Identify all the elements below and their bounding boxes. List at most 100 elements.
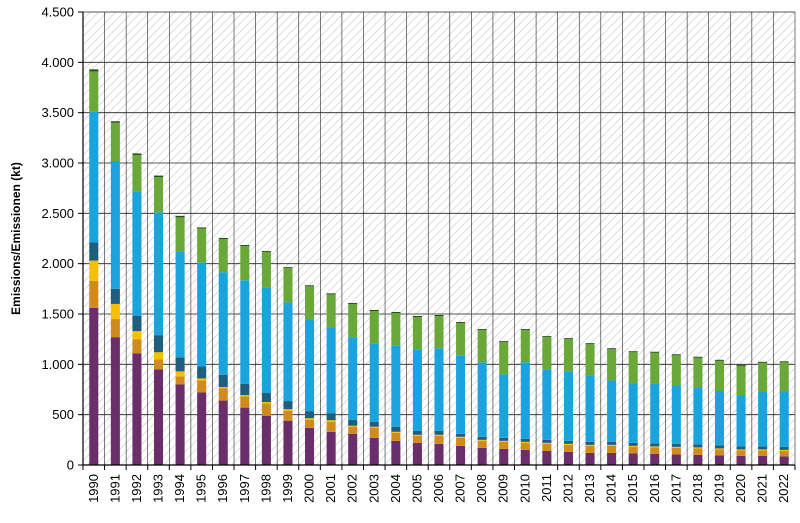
bar-segment-2005-s6 [412,317,422,350]
x-tick-label: 2006 [431,474,446,503]
bar-segment-2022-s1 [779,456,789,465]
bar-segment-2009-s4 [499,437,509,441]
bar-segment-2003-s3 [369,426,379,428]
bar-segment-2015-s4 [628,442,638,446]
bar-segment-1993-s2 [153,359,164,370]
bar-segment-2016-s5 [650,383,660,444]
bar-segment-1999-s7 [283,267,293,269]
bar-segment-2022-s2 [779,450,789,457]
bar-segment-2000-s4 [305,411,315,419]
bar-segment-1998-s1 [261,415,271,465]
bar-segment-1995-s6 [197,228,207,263]
bar-segment-2016-s2 [650,447,660,454]
bar-segment-2007-s3 [456,436,466,438]
bar-segment-1996-s1 [218,400,228,465]
bar-segment-2014-s6 [607,349,617,381]
x-tick-label: 2022 [776,474,791,503]
x-tick-label: 2004 [388,474,403,503]
bar-segment-1992-s1 [132,353,142,465]
y-tick-label: 4.500 [41,5,74,20]
bar-segment-2008-s5 [477,362,487,437]
bar-segment-2018-s5 [693,387,703,445]
bar-segment-2015-s6 [628,352,638,384]
bar-segment-1991-s2 [110,319,120,338]
bar-segment-2011-s6 [542,337,552,370]
x-tick-labels: 1990 1991 1992 1993 1994 1995 1996 1997 1998 1999… [86,474,791,503]
bar-segment-2015-s1 [628,453,638,465]
y-tick-label: 3.500 [41,105,74,120]
bar-segment-2016-s6 [650,352,660,384]
bar-segment-2020-s1 [736,455,746,465]
bar-segment-2004-s5 [391,345,401,427]
x-tick-label: 2017 [668,474,683,503]
bar-segment-2010-s4 [520,438,530,442]
bar-segment-1999-s1 [283,420,293,465]
bar-segment-2009-s5 [499,374,509,438]
bar-segment-2017-s1 [671,454,681,465]
bar-segment-2001-s5 [326,327,336,414]
bar-segment-2003-s7 [369,309,379,311]
bar-segment-1995-s3 [197,378,207,381]
y-tick-label: 500 [52,407,74,422]
bar-segment-1991-s5 [110,160,120,289]
bar-segment-2021-s7 [758,361,768,363]
y-tick-labels: 0 500 1.000 1.500 2.000 2.500 3.000 3.500 4.000 4… [41,5,74,473]
bar-segment-2011-s3 [542,442,552,444]
bar-segment-2005-s4 [412,430,422,435]
bar-segment-1994-s4 [175,357,185,372]
bar-segment-1994-s1 [175,384,185,465]
bar-segment-1995-s4 [197,366,207,379]
bar-segment-2012-s5 [563,371,573,441]
bar-segment-2001-s2 [326,421,336,432]
bar-segment-2001-s4 [326,413,336,421]
bar-segment-1990-s1 [89,307,99,465]
bar-segment-2017-s5 [671,385,681,444]
bar-segment-2001-s6 [326,294,336,328]
bar-segment-2019-s3 [714,448,725,450]
bar-segment-2013-s2 [585,445,595,453]
bar-segment-2008-s3 [477,439,487,441]
bar-segment-2019-s5 [714,391,725,446]
x-tick-label: 2020 [733,474,748,503]
x-tick-label: 1991 [107,474,122,503]
bar-segment-2007-s7 [456,322,466,324]
bar-segment-2004-s4 [391,426,401,432]
bar-segment-2006-s6 [434,316,444,349]
bar-segment-2019-s4 [714,445,725,449]
bar-segment-2010-s3 [520,441,530,443]
bar-segment-2001-s7 [326,293,336,295]
bar-segment-2017-s4 [671,443,681,447]
bar-segment-2005-s3 [412,434,422,436]
x-tick-label: 2010 [517,474,532,503]
bar-segment-2014-s2 [607,445,617,453]
bar-segment-1999-s3 [283,409,293,411]
x-tick-label: 1992 [129,474,144,503]
x-tick-label: 2021 [755,474,770,503]
bar-segment-2015-s2 [628,446,638,454]
bar-segment-2006-s5 [434,348,444,431]
bar-segment-2013-s3 [585,444,595,446]
y-tick-label: 0 [67,458,74,473]
bar-segment-1995-s7 [197,227,207,229]
bar-segment-2006-s3 [434,434,444,436]
bar-segment-2010-s2 [520,442,530,450]
bar-segment-2003-s4 [369,421,379,427]
bar-segment-2016-s7 [650,351,660,353]
bar-segment-2021-s4 [758,446,768,450]
y-tick-label: 3.000 [41,156,74,171]
bar-segment-2009-s7 [499,341,509,343]
bar-segment-2017-s6 [671,355,681,386]
x-tick-label: 2005 [409,474,424,503]
bar-segment-1995-s5 [197,262,207,367]
y-tick-label: 1.000 [41,357,74,372]
bar-segment-2011-s7 [542,336,552,338]
bar-segment-2012-s7 [563,338,573,340]
bar-segment-1990-s7 [89,69,99,72]
bar-segment-2022-s3 [779,449,789,451]
bar-segment-1997-s7 [240,245,250,247]
bar-segment-1999-s5 [283,302,293,402]
bar-segment-1998-s4 [261,393,271,403]
bar-segment-2016-s1 [650,453,660,465]
bar-segment-2015-s7 [628,351,638,353]
bar-segment-1993-s6 [153,177,164,213]
